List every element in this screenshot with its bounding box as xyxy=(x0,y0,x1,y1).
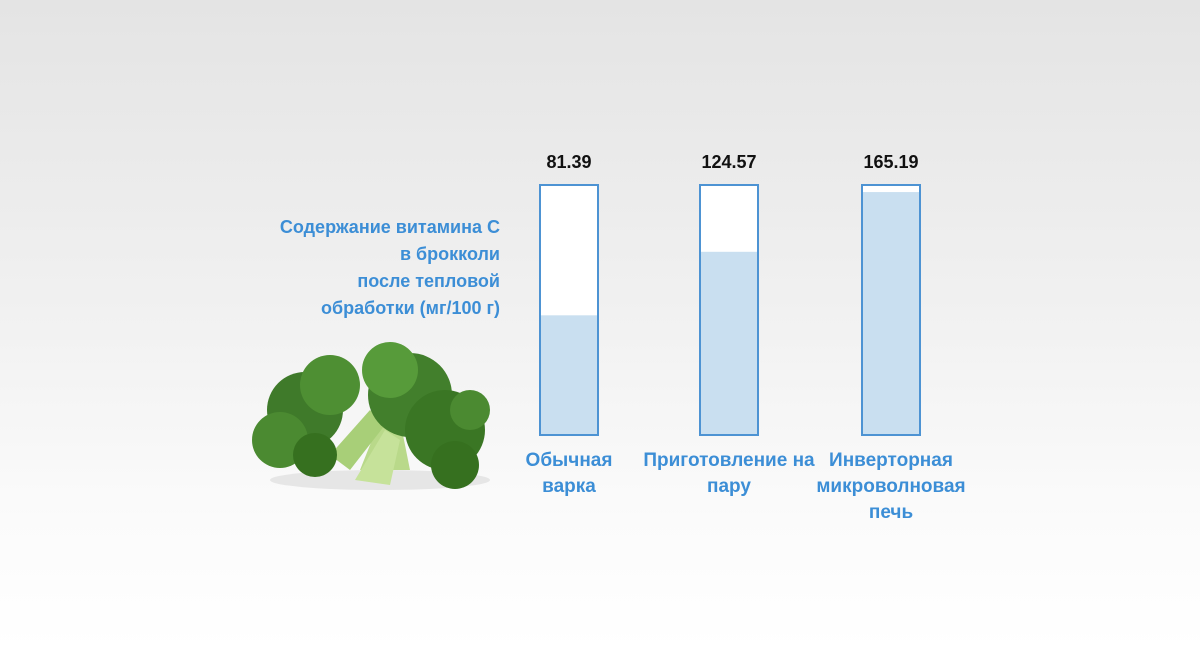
category-label: Инверторная микроволновая печь xyxy=(816,450,966,523)
chart-title: Содержание витамина С в брокколи после т… xyxy=(279,217,500,318)
bar xyxy=(862,192,920,435)
bar xyxy=(540,315,598,435)
bar-frame xyxy=(861,184,921,436)
bar xyxy=(700,251,758,435)
value-label: 165.19 xyxy=(863,152,918,172)
value-label: 124.57 xyxy=(701,152,756,172)
bar-frame xyxy=(699,184,759,436)
value-label: 81.39 xyxy=(546,152,591,172)
category-label: Обычная варка xyxy=(525,450,613,497)
category-label: Приготовление на пару xyxy=(643,450,815,497)
bar-frame xyxy=(539,184,599,436)
broccoli-illustration xyxy=(252,342,490,490)
